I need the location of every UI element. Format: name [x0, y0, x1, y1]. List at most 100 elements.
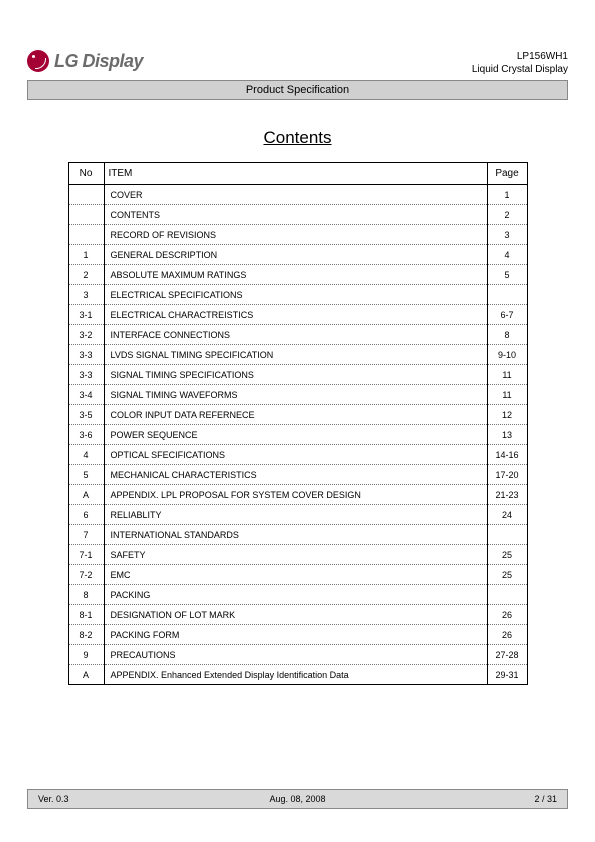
toc-table: No ITEM Page COVER1CONTENTS2RECORD OF RE… — [68, 162, 528, 685]
cell-item: APPENDIX. LPL PROPOSAL FOR SYSTEM COVER … — [104, 485, 487, 505]
table-row: 1GENERAL DESCRIPTION4 — [68, 245, 527, 265]
cell-page: 21-23 — [487, 485, 527, 505]
cell-no — [68, 185, 104, 205]
cell-no: 7-1 — [68, 545, 104, 565]
cell-no: 9 — [68, 645, 104, 665]
table-row: 8PACKING — [68, 585, 527, 605]
cell-page: 17-20 — [487, 465, 527, 485]
table-row: COVER1 — [68, 185, 527, 205]
logo-text: LG Display — [54, 51, 143, 72]
cell-item: INTERFACE CONNECTIONS — [104, 325, 487, 345]
table-row: 5MECHANICAL CHARACTERISTICS17-20 — [68, 465, 527, 485]
col-header-page: Page — [487, 163, 527, 185]
table-row: 4OPTICAL SFECIFICATIONS14-16 — [68, 445, 527, 465]
cell-item: GENERAL DESCRIPTION — [104, 245, 487, 265]
table-row: CONTENTS2 — [68, 205, 527, 225]
footer-date: Aug. 08, 2008 — [211, 794, 384, 804]
cell-page: 3 — [487, 225, 527, 245]
cell-page: 8 — [487, 325, 527, 345]
document-id: LP156WH1 Liquid Crystal Display — [472, 50, 568, 76]
cell-item: CONTENTS — [104, 205, 487, 225]
cell-page — [487, 525, 527, 545]
cell-no: A — [68, 665, 104, 685]
cell-item: COVER — [104, 185, 487, 205]
cell-item: PRECAUTIONS — [104, 645, 487, 665]
cell-item: DESIGNATION OF LOT MARK — [104, 605, 487, 625]
cell-page: 14-16 — [487, 445, 527, 465]
header: LG Display LP156WH1 Liquid Crystal Displ… — [27, 50, 568, 76]
cell-item: OPTICAL SFECIFICATIONS — [104, 445, 487, 465]
table-row: 3-3SIGNAL TIMING SPECIFICATIONS11 — [68, 365, 527, 385]
spec-bar: Product Specification — [27, 80, 568, 100]
footer-page: 2 / 31 — [384, 794, 557, 804]
cell-item: SIGNAL TIMING SPECIFICATIONS — [104, 365, 487, 385]
cell-item: ELECTRICAL SPECIFICATIONS — [104, 285, 487, 305]
table-row: 6RELIABLITY24 — [68, 505, 527, 525]
table-row: 3-5COLOR INPUT DATA REFERNECE12 — [68, 405, 527, 425]
cell-no: 6 — [68, 505, 104, 525]
table-row: 7-2EMC25 — [68, 565, 527, 585]
cell-item: PACKING — [104, 585, 487, 605]
table-row: 3-6POWER SEQUENCE13 — [68, 425, 527, 445]
cell-page: 5 — [487, 265, 527, 285]
cell-page: 11 — [487, 365, 527, 385]
cell-page: 6-7 — [487, 305, 527, 325]
cell-no: 7-2 — [68, 565, 104, 585]
cell-no — [68, 225, 104, 245]
cell-item: ABSOLUTE MAXIMUM RATINGS — [104, 265, 487, 285]
cell-page: 2 — [487, 205, 527, 225]
cell-no: 3 — [68, 285, 104, 305]
cell-no: 3-4 — [68, 385, 104, 405]
cell-page: 29-31 — [487, 665, 527, 685]
cell-page: 4 — [487, 245, 527, 265]
cell-no: 7 — [68, 525, 104, 545]
cell-no: 1 — [68, 245, 104, 265]
cell-item: SAFETY — [104, 545, 487, 565]
col-header-no: No — [68, 163, 104, 185]
footer-version: Ver. 0.3 — [38, 794, 211, 804]
cell-item: RELIABLITY — [104, 505, 487, 525]
lg-logo-icon — [27, 50, 49, 72]
logo: LG Display — [27, 50, 143, 72]
model-subtitle: Liquid Crystal Display — [472, 63, 568, 76]
col-header-item: ITEM — [104, 163, 487, 185]
toc-header-row: No ITEM Page — [68, 163, 527, 185]
table-row: 3-2INTERFACE CONNECTIONS8 — [68, 325, 527, 345]
cell-no: 3-1 — [68, 305, 104, 325]
cell-no: 3-3 — [68, 365, 104, 385]
table-row: 7-1SAFETY25 — [68, 545, 527, 565]
cell-item: ELECTRICAL CHARACTREISTICS — [104, 305, 487, 325]
cell-item: PACKING FORM — [104, 625, 487, 645]
cell-no: A — [68, 485, 104, 505]
cell-page: 26 — [487, 605, 527, 625]
table-row: 3-3LVDS SIGNAL TIMING SPECIFICATION9-10 — [68, 345, 527, 365]
cell-no: 8 — [68, 585, 104, 605]
cell-item: MECHANICAL CHARACTERISTICS — [104, 465, 487, 485]
table-row: AAPPENDIX. Enhanced Extended Display Ide… — [68, 665, 527, 685]
cell-page: 11 — [487, 385, 527, 405]
cell-no: 3-5 — [68, 405, 104, 425]
table-row: 3ELECTRICAL SPECIFICATIONS — [68, 285, 527, 305]
cell-item: INTERNATIONAL STANDARDS — [104, 525, 487, 545]
cell-item: EMC — [104, 565, 487, 585]
cell-no: 4 — [68, 445, 104, 465]
cell-item: COLOR INPUT DATA REFERNECE — [104, 405, 487, 425]
cell-no: 3-3 — [68, 345, 104, 365]
cell-no: 8-1 — [68, 605, 104, 625]
cell-no: 3-2 — [68, 325, 104, 345]
table-row: RECORD OF REVISIONS3 — [68, 225, 527, 245]
cell-page: 24 — [487, 505, 527, 525]
cell-page: 26 — [487, 625, 527, 645]
cell-item: SIGNAL TIMING WAVEFORMS — [104, 385, 487, 405]
footer: Ver. 0.3 Aug. 08, 2008 2 / 31 — [27, 789, 568, 809]
cell-page: 1 — [487, 185, 527, 205]
cell-page: 13 — [487, 425, 527, 445]
table-row: 9PRECAUTIONS27-28 — [68, 645, 527, 665]
cell-page: 25 — [487, 545, 527, 565]
cell-no — [68, 205, 104, 225]
cell-page: 12 — [487, 405, 527, 425]
cell-page: 25 — [487, 565, 527, 585]
table-row: 2ABSOLUTE MAXIMUM RATINGS5 — [68, 265, 527, 285]
cell-item: RECORD OF REVISIONS — [104, 225, 487, 245]
cell-item: APPENDIX. Enhanced Extended Display Iden… — [104, 665, 487, 685]
